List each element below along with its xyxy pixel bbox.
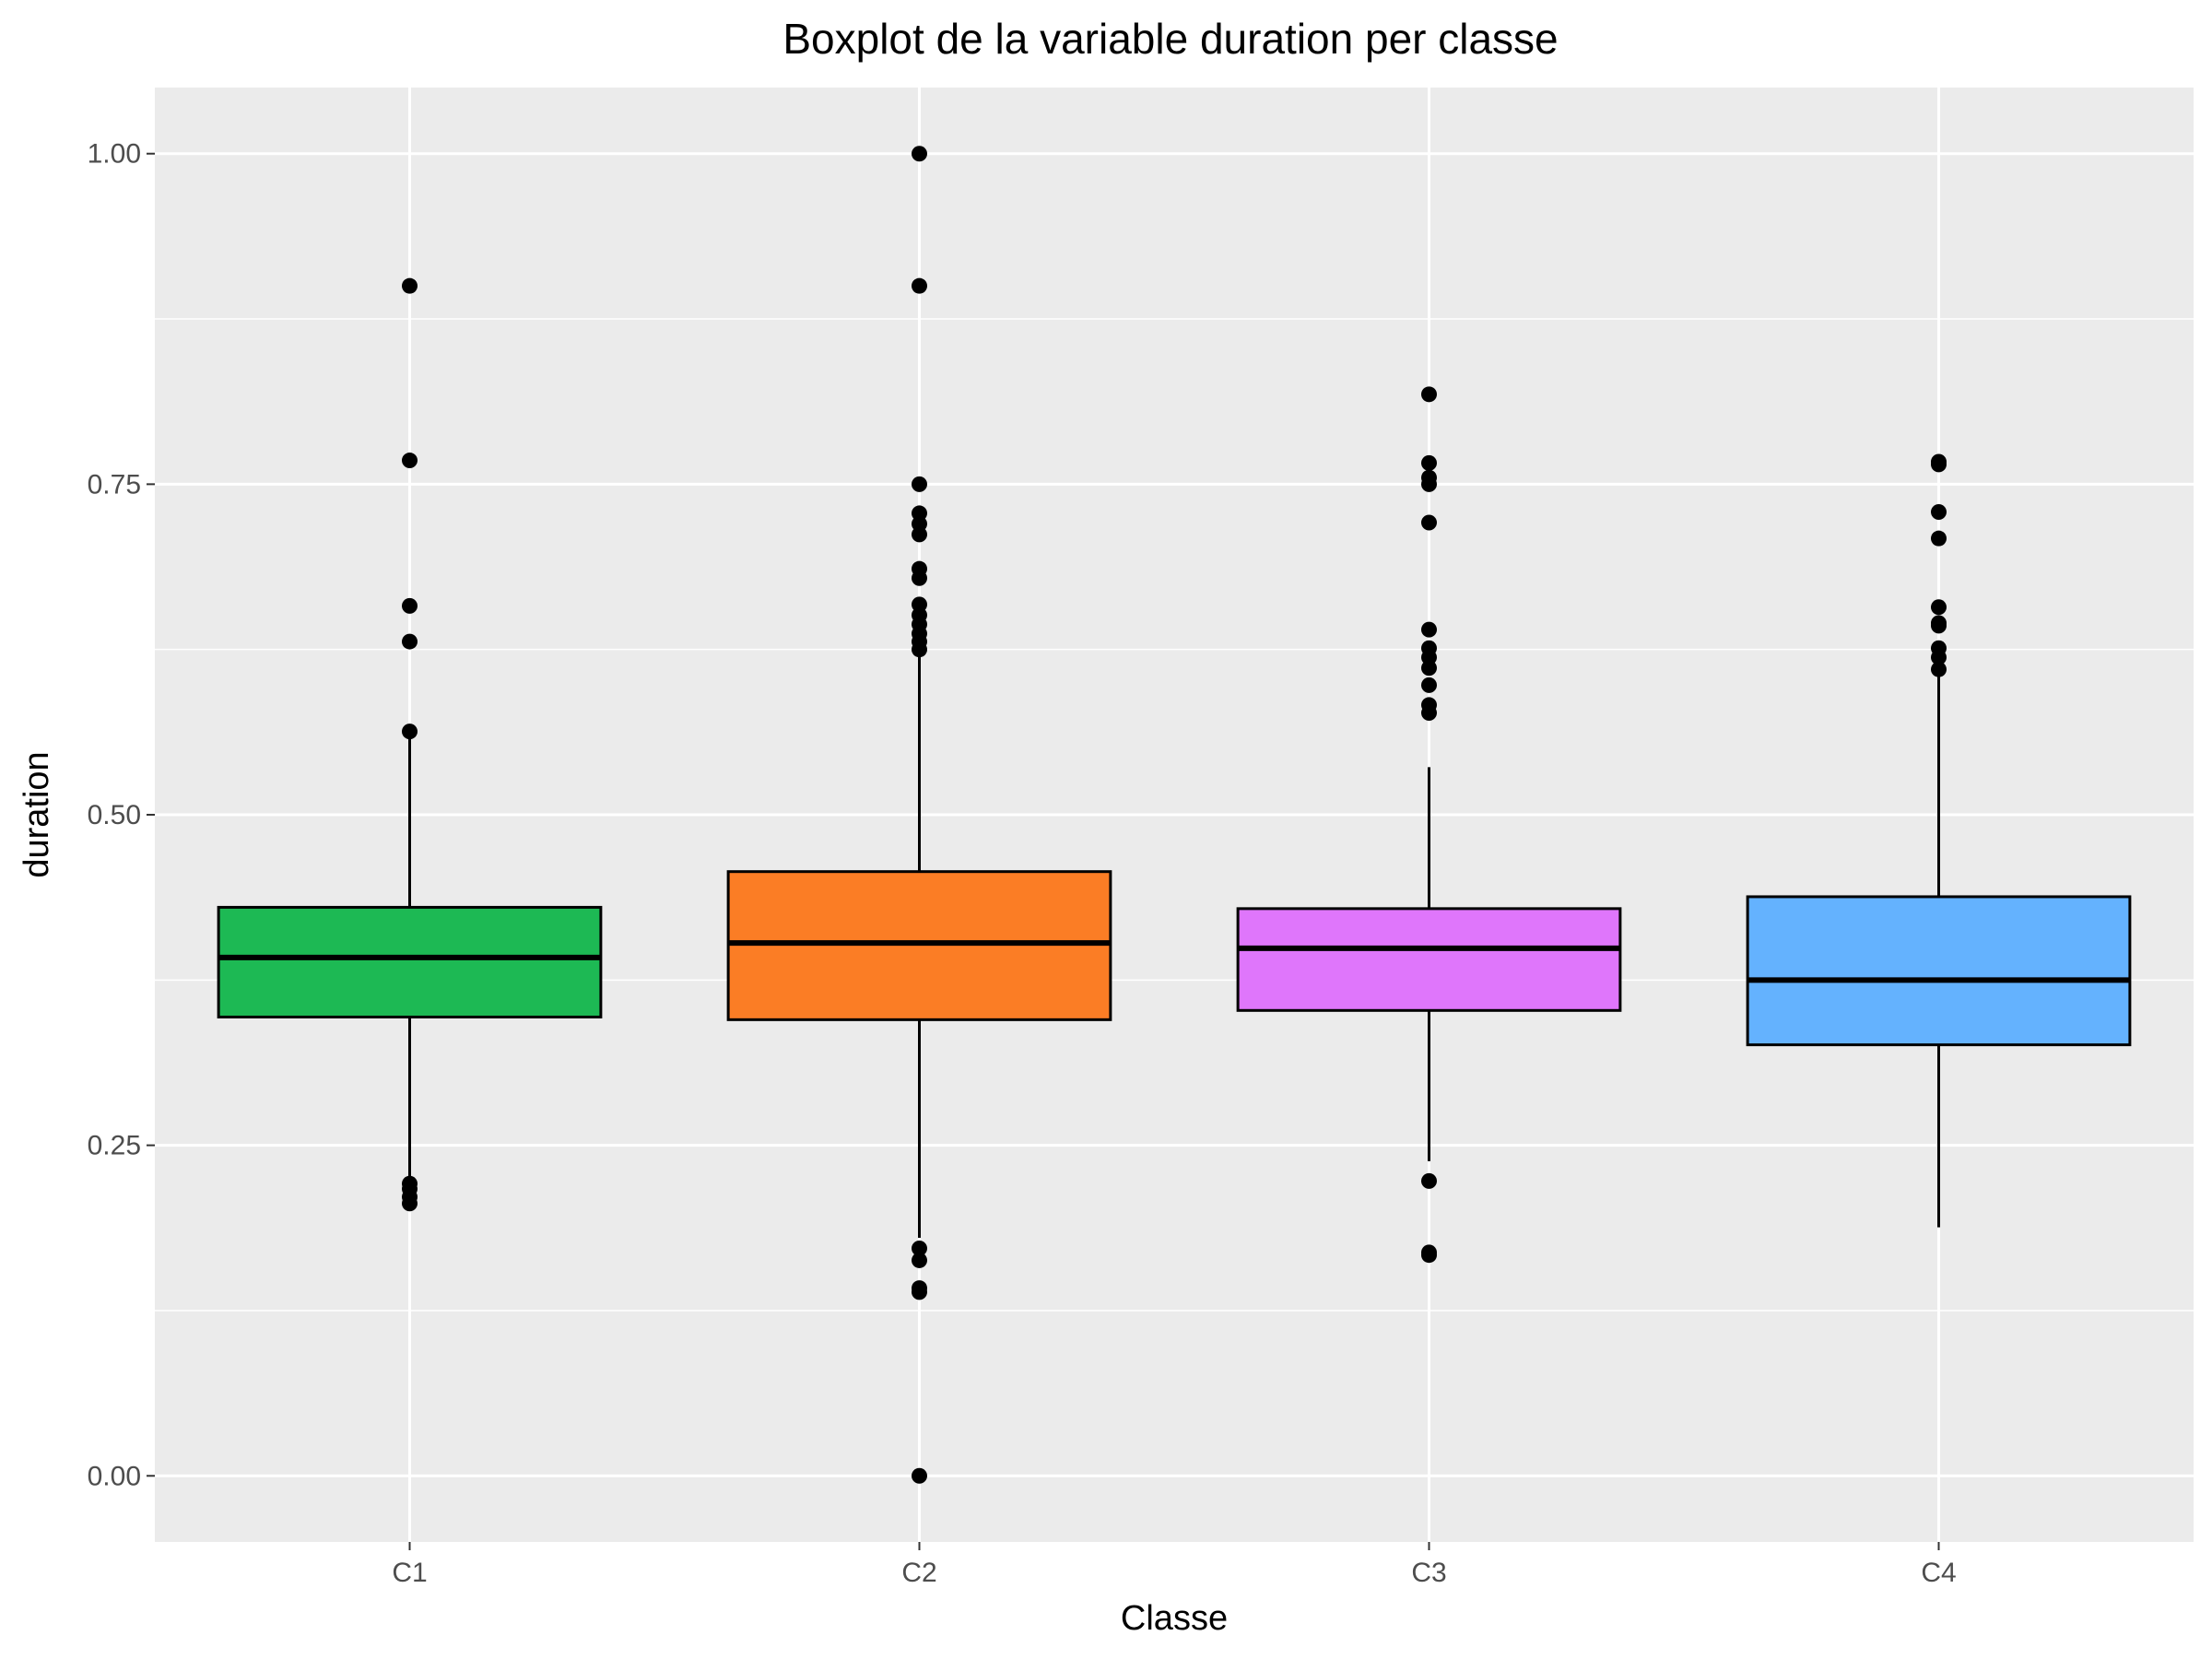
outlier-point	[912, 1241, 927, 1257]
outlier-point	[1421, 1247, 1437, 1264]
y-tick-label: 0.00	[88, 1461, 141, 1491]
box-iqr	[217, 905, 603, 1018]
box-c1	[217, 277, 603, 1212]
x-tick-label: C1	[392, 1558, 427, 1588]
box-layer	[217, 146, 2132, 1484]
outlier-point	[912, 1467, 927, 1484]
x-tick-label: C2	[901, 1558, 936, 1588]
y-axis-title: duration	[18, 751, 56, 877]
outlier-point	[912, 476, 927, 492]
outlier-point	[912, 641, 927, 658]
outlier-point	[912, 277, 927, 294]
outlier-point	[912, 570, 927, 586]
outlier-point	[402, 453, 418, 469]
y-tick-label: 1.00	[88, 139, 141, 170]
outlier-point	[402, 633, 418, 650]
outlier-point	[912, 526, 927, 543]
x-tick-label: C4	[1921, 1558, 1956, 1588]
x-axis-title: Classe	[1121, 1599, 1228, 1638]
outlier-point	[402, 724, 418, 740]
y-tick-label: 0.50	[88, 800, 141, 830]
outlier-point	[1931, 649, 1947, 665]
y-axis: 0.00 0.25 0.50 0.75 1.00	[88, 139, 155, 1491]
outlier-point	[402, 597, 418, 614]
outlier-point	[1421, 386, 1437, 403]
outlier-point	[1421, 476, 1437, 492]
outlier-point	[1421, 454, 1437, 471]
y-tick-label: 0.25	[88, 1131, 141, 1161]
outlier-point	[1421, 660, 1437, 677]
box-iqr	[1236, 907, 1622, 1012]
outlier-point	[912, 146, 927, 162]
outlier-point	[912, 1284, 927, 1300]
outlier-point	[1931, 599, 1947, 616]
outlier-point	[1931, 661, 1947, 677]
box-c4	[1746, 453, 2132, 1228]
outlier-point	[1421, 621, 1437, 638]
y-tick-label: 0.75	[88, 469, 141, 500]
outlier-point	[1931, 456, 1947, 473]
box-c2	[726, 146, 1112, 1484]
outlier-point	[402, 277, 418, 294]
outlier-point	[402, 1195, 418, 1212]
outlier-point	[1931, 503, 1947, 520]
box-iqr	[1746, 895, 2132, 1047]
outlier-point	[912, 1252, 927, 1268]
x-axis: C1 C2 C3 C4	[392, 1542, 1957, 1588]
outlier-point	[1421, 705, 1437, 722]
outlier-point	[1421, 1172, 1437, 1189]
x-tick-label: C3	[1411, 1558, 1446, 1588]
chart-title: Boxplot de la variable duration per clas…	[782, 15, 1558, 63]
outlier-point	[1931, 530, 1947, 547]
outlier-point	[1931, 618, 1947, 634]
box-c3	[1236, 386, 1622, 1264]
outlier-point	[1421, 677, 1437, 693]
outlier-point	[1421, 514, 1437, 531]
